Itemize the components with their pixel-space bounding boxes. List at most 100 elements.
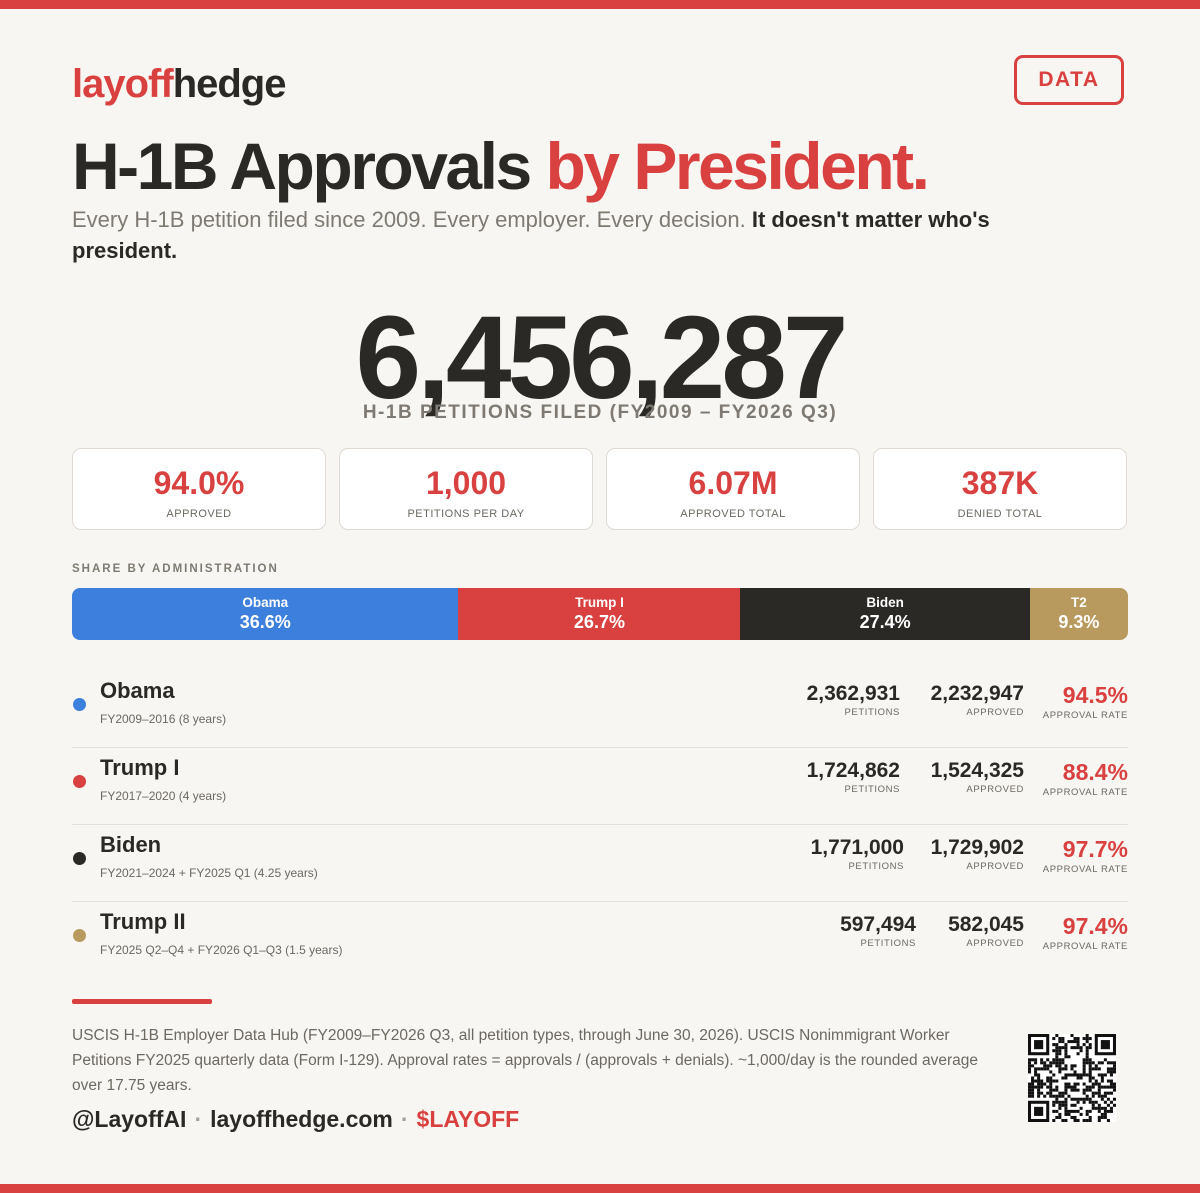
approved-value: 2,232,947	[930, 682, 1024, 705]
title-highlight: by President.	[545, 129, 929, 203]
website-link[interactable]: layoffhedge.com	[210, 1106, 393, 1132]
series-color-dot	[73, 698, 86, 711]
approval-rate-cell: 88.4% APPROVAL RATE	[1043, 759, 1128, 798]
row-divider	[72, 747, 1128, 748]
stat-value: 1,000	[425, 465, 507, 501]
admin-row-obama: Obama FY2009–2016 (8 years) 2,362,931 PE…	[72, 672, 1128, 748]
series-color-dot	[73, 852, 86, 865]
approval-rate-cell: 94.5% APPROVAL RATE	[1043, 682, 1128, 721]
share-segment-value: 36.6%	[239, 612, 291, 632]
data-tag-badge: DATA	[1014, 55, 1124, 105]
approved-label: APPROVED	[966, 861, 1024, 872]
stat-label: PETITIONS PER DAY	[407, 508, 525, 520]
stat-card-approved: 94.0% APPROVED	[72, 448, 326, 530]
petitions-label: PETITIONS	[844, 707, 900, 718]
approval-rate-label: APPROVAL RATE	[1042, 710, 1128, 721]
footer-separator: ·	[400, 1106, 409, 1132]
approval-rate-label: APPROVAL RATE	[1042, 864, 1128, 875]
top-accent-bar	[0, 0, 1200, 9]
stat-label: APPROVED	[166, 508, 232, 520]
approval-rate-value: 97.4%	[1062, 913, 1128, 939]
share-chart-title: SHARE BY ADMINISTRATION	[72, 563, 279, 575]
share-segment-label: Obama	[242, 595, 289, 610]
share-segment-value: 27.4%	[859, 612, 911, 632]
approved-cell: 1,729,902 APPROVED	[931, 836, 1024, 872]
approval-rate-value: 97.7%	[1062, 836, 1128, 862]
share-stacked-bar: Obama 36.6% Trump I 26.7% Biden 27.4% T2 9.3%	[72, 588, 1128, 640]
approved-value: 1,524,325	[930, 759, 1024, 782]
series-color-dot	[73, 775, 86, 788]
admin-name: Obama	[100, 678, 175, 703]
approved-label: APPROVED	[966, 938, 1024, 949]
brand-logo-part2: hedge	[172, 62, 287, 106]
source-note: USCIS H-1B Employer Data Hub (FY2009–FY2…	[72, 1027, 978, 1094]
share-segment-t2: T2 9.3%	[1029, 588, 1128, 640]
admin-period: FY2021–2024 + FY2025 Q1 (4.25 years)	[100, 866, 318, 880]
petitions-label: PETITIONS	[844, 784, 900, 795]
title-main: H-1B Approvals	[72, 129, 546, 203]
petitions-value: 597,494	[840, 913, 916, 936]
page-title: H-1B Approvals by President.	[72, 128, 930, 204]
petitions-label: PETITIONS	[848, 861, 904, 872]
series-color-dot	[73, 929, 86, 942]
approved-label: APPROVED	[966, 784, 1024, 795]
petitions-value: 2,362,931	[806, 682, 900, 705]
petitions-value: 1,771,000	[810, 836, 904, 859]
petitions-label: PETITIONS	[860, 938, 916, 949]
stat-card-approved-total: 6.07M APPROVED TOTAL	[606, 448, 860, 530]
ticker-link[interactable]: $LAYOFF	[416, 1106, 520, 1132]
admin-name: Trump I	[100, 755, 180, 780]
approved-cell: 1,524,325 APPROVED	[931, 759, 1024, 795]
subtitle-bold: It doesn't matter who's president.	[72, 207, 990, 263]
stat-value: 94.0%	[153, 465, 245, 501]
approved-cell: 2,232,947 APPROVED	[931, 682, 1024, 718]
admin-row-biden: Biden FY2021–2024 + FY2025 Q1 (4.25 year…	[72, 826, 1128, 902]
stat-card-per-day: 1,000 PETITIONS PER DAY	[339, 448, 593, 530]
approved-value: 1,729,902	[930, 836, 1024, 859]
approved-label: APPROVED	[966, 707, 1024, 718]
qr-code-icon[interactable]	[1028, 1034, 1116, 1122]
bottom-accent-bar	[0, 1184, 1200, 1193]
brand-logo-part1: layoff	[72, 62, 174, 106]
approval-rate-value: 88.4%	[1062, 759, 1128, 785]
petitions-cell: 2,362,931 PETITIONS	[807, 682, 900, 718]
approved-cell: 582,045 APPROVED	[948, 913, 1024, 949]
share-segment-label: Biden	[866, 595, 904, 610]
petitions-cell: 1,771,000 PETITIONS	[811, 836, 904, 872]
approval-rate-label: APPROVAL RATE	[1042, 941, 1128, 952]
admin-period: FY2009–2016 (8 years)	[100, 712, 227, 726]
share-segment-trump-i: Trump I 26.7%	[458, 588, 741, 640]
footer-accent-line	[72, 999, 212, 1004]
admin-name: Trump II	[100, 909, 186, 934]
share-segment-value: 9.3%	[1058, 612, 1100, 632]
approval-rate-value: 94.5%	[1062, 682, 1128, 708]
subtitle-normal: Every H-1B petition filed since 2009. Ev…	[72, 207, 752, 232]
admin-period: FY2025 Q2–Q4 + FY2026 Q1–Q3 (1.5 years)	[100, 943, 343, 957]
stat-value: 387K	[961, 465, 1039, 501]
share-segment-value: 26.7%	[573, 612, 625, 632]
brand-logo[interactable]: layoffhedge	[72, 62, 287, 107]
twitter-handle-link[interactable]: @LayoffAI	[72, 1106, 187, 1132]
petitions-value: 1,724,862	[806, 759, 900, 782]
page-subtitle: Every H-1B petition filed since 2009. Ev…	[72, 204, 1072, 266]
headline-label: H-1B PETITIONS FILED (FY2009 – FY2026 Q3…	[362, 402, 838, 423]
approval-rate-cell: 97.4% APPROVAL RATE	[1043, 913, 1128, 952]
petitions-cell: 597,494 PETITIONS	[840, 913, 916, 949]
approved-value: 582,045	[948, 913, 1024, 936]
approval-rate-label: APPROVAL RATE	[1042, 787, 1128, 798]
stat-card-denied-total: 387K DENIED TOTAL	[873, 448, 1127, 530]
admin-row-trump-i: Trump I FY2017–2020 (4 years) 1,724,862 …	[72, 749, 1128, 825]
stat-label: APPROVED TOTAL	[680, 508, 786, 520]
row-divider	[72, 901, 1128, 902]
stat-label: DENIED TOTAL	[957, 508, 1043, 520]
footer-links: @LayoffAI · layoffhedge.com · $LAYOFF	[72, 1106, 519, 1133]
share-segment-biden: Biden 27.4%	[740, 588, 1030, 640]
share-segment-label: T2	[1070, 595, 1087, 610]
share-segment-label: Trump I	[575, 595, 624, 610]
share-segment-obama: Obama 36.6%	[72, 588, 459, 640]
stat-value: 6.07M	[688, 465, 778, 501]
petitions-cell: 1,724,862 PETITIONS	[807, 759, 900, 795]
admin-row-trump-ii: Trump II FY2025 Q2–Q4 + FY2026 Q1–Q3 (1.…	[72, 903, 1128, 979]
headline-number: 6,456,287	[355, 292, 849, 424]
approval-rate-cell: 97.7% APPROVAL RATE	[1043, 836, 1128, 875]
